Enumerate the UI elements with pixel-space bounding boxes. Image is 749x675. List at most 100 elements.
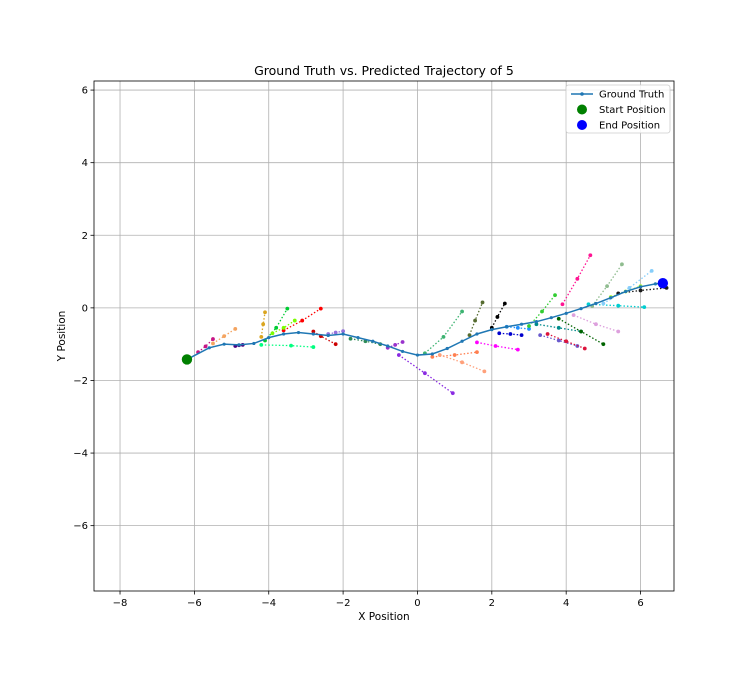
- ground-truth-point: [460, 339, 464, 343]
- ground-truth-point: [252, 341, 256, 346]
- prediction-point: [493, 344, 498, 348]
- prediction-point: [594, 322, 598, 327]
- prediction-line: [272, 320, 296, 334]
- predicted-trajectory: [527, 293, 557, 328]
- prediction-point: [480, 300, 485, 305]
- predicted-trajectory: [560, 253, 593, 307]
- predicted-trajectory: [489, 301, 507, 330]
- ground-truth-point: [579, 306, 583, 311]
- prediction-point: [560, 302, 565, 307]
- ground-truth-point: [400, 349, 405, 354]
- prediction-point: [281, 325, 286, 330]
- x-tick-label: −6: [187, 598, 202, 609]
- ground-truth-point: [505, 325, 509, 329]
- prediction-point: [519, 333, 524, 337]
- x-tick-label: 6: [637, 598, 643, 609]
- ground-truth-point: [653, 282, 658, 286]
- prediction-line: [424, 311, 463, 354]
- predicted-trajectory: [556, 316, 606, 347]
- predicted-trajectory: [475, 340, 520, 352]
- prediction-point: [482, 369, 487, 374]
- predicted-trajectory: [281, 306, 323, 333]
- ground-truth-point: [267, 336, 271, 340]
- ground-truth-point: [490, 328, 494, 332]
- prediction-point: [582, 346, 587, 351]
- prediction-point: [222, 334, 227, 339]
- prediction-line: [573, 314, 619, 333]
- predicted-trajectory: [601, 268, 654, 306]
- ground-truth-point: [475, 332, 479, 336]
- predicted-trajectory: [545, 332, 587, 351]
- prediction-point: [475, 350, 479, 355]
- prediction-line: [468, 302, 484, 336]
- ground-truth-point: [415, 353, 420, 357]
- y-tick-label: 0: [82, 303, 88, 314]
- prediction-point: [515, 325, 520, 330]
- x-tick-label: 2: [489, 598, 495, 609]
- prediction-point: [556, 338, 561, 343]
- ground-truth-point: [638, 285, 643, 289]
- predicted-trajectory: [311, 329, 338, 347]
- ground-truth-point: [609, 296, 613, 300]
- prediction-point: [649, 268, 654, 273]
- prediction-point: [495, 315, 500, 319]
- prediction-point: [642, 305, 647, 310]
- y-tick-label: −2: [73, 376, 88, 387]
- ground-truth-point: [371, 339, 375, 343]
- prediction-point: [441, 335, 446, 339]
- prediction-point: [263, 310, 267, 315]
- predicted-trajectory: [538, 333, 580, 348]
- prediction-point: [588, 253, 593, 258]
- prediction-point: [556, 325, 561, 330]
- predicted-trajectory: [467, 300, 485, 337]
- y-tick-label: 6: [82, 86, 88, 97]
- ground-truth-point: [237, 343, 241, 347]
- predicted-trajectory: [211, 327, 238, 346]
- prediction-point: [638, 288, 643, 293]
- predicted-trajectory: [348, 336, 383, 347]
- prediction-point: [527, 327, 531, 331]
- x-tick-label: −8: [113, 598, 128, 609]
- prediction-point: [502, 301, 507, 306]
- prediction-point: [601, 342, 606, 347]
- predicted-trajectory: [263, 306, 290, 343]
- prediction-point: [259, 335, 264, 339]
- ground-truth-series: [185, 281, 665, 362]
- prediction-point: [311, 345, 316, 349]
- start-position-marker: [181, 354, 193, 365]
- y-tick-label: 4: [82, 158, 88, 169]
- legend-label: End Position: [599, 121, 660, 132]
- prediction-point: [579, 329, 583, 334]
- prediction-point: [527, 324, 531, 328]
- prediction-point: [467, 333, 472, 337]
- prediction-point: [348, 336, 353, 341]
- prediction-point: [203, 344, 208, 349]
- ground-truth-point: [519, 322, 524, 326]
- prediction-point: [556, 316, 561, 321]
- prediction-point: [259, 342, 264, 347]
- prediction-point: [300, 318, 305, 323]
- legend-box: [565, 84, 671, 134]
- prediction-point: [211, 341, 215, 346]
- ground-truth-point: [222, 342, 226, 346]
- prediction-line: [264, 308, 288, 341]
- predicted-trajectory: [497, 331, 524, 337]
- prediction-point: [450, 391, 455, 396]
- prediction-point: [341, 329, 346, 333]
- prediction-point: [211, 337, 215, 341]
- prediction-point: [538, 333, 543, 337]
- prediction-point: [616, 329, 621, 334]
- ground-truth-point: [445, 346, 449, 351]
- prediction-point: [292, 318, 297, 323]
- prediction-point: [545, 332, 550, 336]
- prediction-line: [260, 312, 266, 338]
- predicted-trajectory: [270, 318, 297, 336]
- prediction-line: [539, 334, 578, 347]
- ground-truth-point: [564, 311, 568, 315]
- ground-truth-line: [186, 282, 663, 361]
- ground-truth-point: [534, 320, 539, 324]
- prediction-point: [233, 327, 238, 331]
- predicted-trajectory: [259, 342, 316, 349]
- ground-truth-point: [386, 344, 390, 348]
